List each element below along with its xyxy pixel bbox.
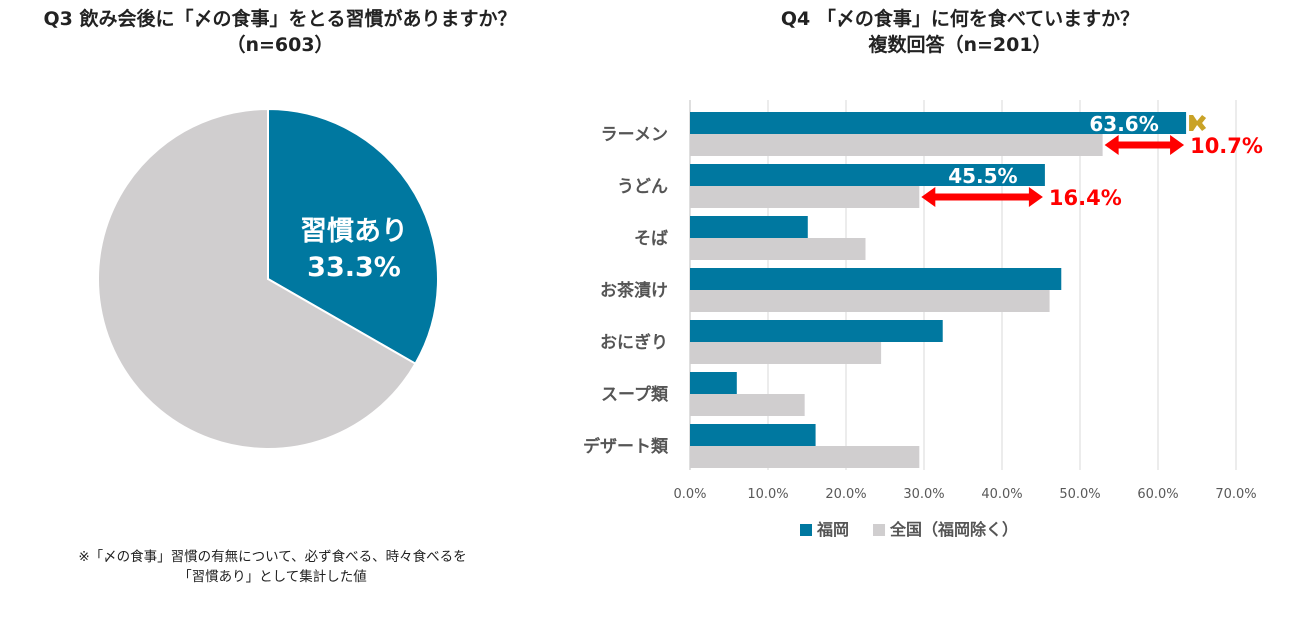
legend-swatch [873, 524, 886, 536]
x-tick-label: 30.0% [903, 487, 944, 502]
bar-fukuoka [690, 164, 1045, 186]
bar-fukuoka [690, 268, 1062, 290]
category-label: うどん [617, 177, 668, 197]
bar-fukuoka [690, 320, 943, 342]
legend-label: 福岡 [816, 520, 849, 539]
q3-title: Q3 飲み会後に「〆の食事」をとる習慣がありますか？ （n=603） [0, 6, 560, 58]
bar-national [690, 446, 920, 468]
x-tick-label: 60.0% [1137, 487, 1178, 502]
bar-fukuoka [690, 424, 816, 446]
x-tick-label: 40.0% [981, 487, 1022, 502]
legend-swatch [800, 524, 812, 536]
x-tick-label: 50.0% [1059, 487, 1100, 502]
crown-icon [1189, 115, 1207, 131]
legend: 福岡 全国（福岡除く） [800, 520, 1018, 539]
category-label: スープ類 [601, 384, 669, 405]
q4-title-sub: 複数回答（n=201） [868, 34, 1052, 56]
bar-fukuoka [690, 112, 1187, 134]
category-label: おにぎり [600, 332, 668, 353]
legend-label: 全国（福岡除く） [889, 520, 1018, 539]
q4-title-main: Q4 「〆の食事」に何を食べていますか？ [780, 8, 1140, 30]
x-tick-label: 20.0% [825, 487, 866, 502]
bar-national [690, 394, 805, 416]
bar-national [690, 290, 1050, 312]
data-label: 63.6% [1089, 112, 1158, 136]
pie-slice-habit [267, 107, 439, 366]
category-label: お茶漬け [600, 280, 668, 301]
x-tick-label: 10.0% [747, 487, 788, 502]
bar-national [690, 134, 1103, 156]
x-tick-label: 0.0% [673, 487, 706, 502]
pie-slice-value-label: 33.3% [307, 252, 401, 283]
bars [690, 112, 1187, 468]
q3-title-sub: （n=603） [226, 34, 334, 56]
bar-fukuoka [690, 216, 808, 238]
bar-national [690, 238, 866, 260]
q4-title: Q4 「〆の食事」に何を食べていますか？ 複数回答（n=201） [700, 6, 1220, 58]
pie-slice-other [97, 107, 417, 450]
footnote-line-1: ※「〆の食事」習慣の有無について、必ず食べる、時々食べるを [78, 549, 467, 565]
double-arrow-icon [1104, 135, 1185, 155]
annotations: 63.6% 45.5% 10.7% 16.4% [921, 112, 1263, 210]
bar-national [690, 342, 882, 364]
bar-national [690, 186, 920, 208]
category-label: ラーメン [601, 125, 668, 145]
bar-fukuoka [690, 372, 737, 394]
data-label: 45.5% [948, 164, 1017, 188]
category-label: デザート類 [583, 436, 669, 457]
category-label: そば [634, 229, 668, 249]
double-arrow-icon [921, 187, 1043, 207]
footnote-line-2: 「習慣あり」として集計した値 [178, 569, 367, 585]
x-axis-ticks: 0.0% 10.0% 20.0% 30.0% 40.0% 50.0% 60.0% 70.0% [673, 487, 1256, 502]
x-tick-label: 70.0% [1215, 487, 1256, 502]
difference-label: 16.4% [1049, 186, 1122, 210]
q3-title-main: Q3 飲み会後に「〆の食事」をとる習慣がありますか？ [43, 8, 517, 30]
pie-chart: 習慣あり 33.3% [97, 107, 439, 450]
pie-slice-label: 習慣あり [300, 216, 408, 247]
difference-label: 10.7% [1190, 134, 1263, 158]
